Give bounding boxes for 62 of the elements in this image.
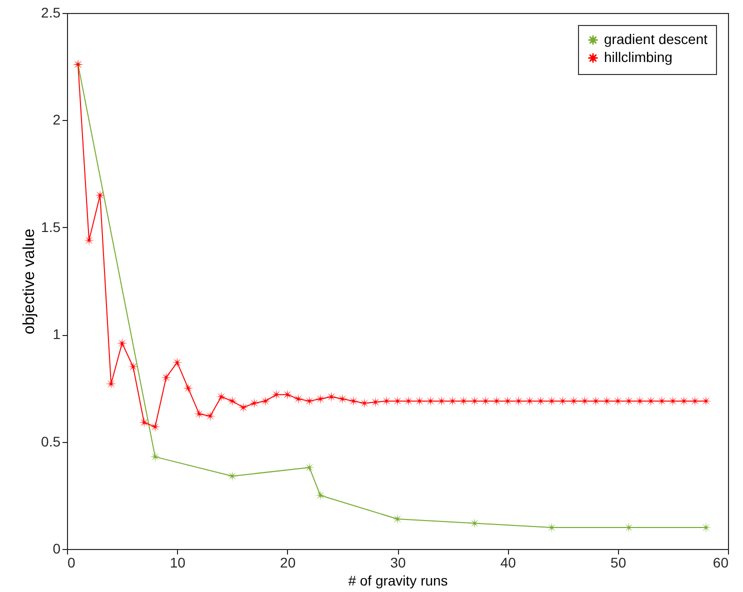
point <box>315 490 326 501</box>
point <box>546 522 557 533</box>
point <box>138 417 150 428</box>
x-tick-label: 10 <box>170 554 186 570</box>
point <box>182 382 194 394</box>
x-tick-label: 50 <box>610 554 626 570</box>
x-tick-label: 30 <box>390 554 406 570</box>
point <box>172 357 182 368</box>
point <box>128 362 138 372</box>
y-tick-label: 0 <box>52 540 61 556</box>
y-tick-label: 1 <box>52 326 61 342</box>
point <box>700 522 712 533</box>
x-tick-label: 20 <box>280 554 296 570</box>
legend-label: hillclimbing <box>604 49 672 65</box>
x-tick-label: 40 <box>500 554 516 570</box>
point <box>447 396 458 406</box>
point <box>315 394 326 404</box>
point <box>436 396 447 406</box>
legend-label: gradient descent <box>604 31 708 47</box>
point <box>216 392 226 402</box>
point <box>94 190 106 200</box>
point <box>160 372 172 383</box>
point <box>558 396 568 406</box>
point <box>381 396 392 406</box>
y-tick-label: 2 <box>52 112 61 128</box>
point <box>260 396 271 406</box>
point <box>84 235 94 246</box>
point <box>249 398 260 408</box>
point <box>106 378 116 390</box>
point <box>700 396 712 406</box>
point <box>337 394 348 404</box>
point <box>150 452 160 462</box>
point <box>304 462 315 473</box>
y-tick-label: 0.5 <box>41 433 61 450</box>
point <box>690 396 700 406</box>
point <box>227 470 238 482</box>
point <box>392 514 403 524</box>
y-tick-label: 1.5 <box>41 218 61 235</box>
point <box>403 396 414 406</box>
point <box>326 392 337 402</box>
x-axis-title: # of gravity runs <box>348 572 448 588</box>
point <box>668 396 678 406</box>
point <box>238 402 249 413</box>
point <box>204 410 216 422</box>
y-axis-title: objective value <box>21 228 38 334</box>
point <box>227 396 238 406</box>
point <box>150 422 160 432</box>
point <box>425 396 436 406</box>
point <box>282 389 293 400</box>
point <box>194 408 204 420</box>
point <box>414 396 425 406</box>
point <box>370 396 381 408</box>
point <box>392 396 403 406</box>
point <box>304 396 315 406</box>
point <box>116 338 128 348</box>
point <box>293 394 304 404</box>
point <box>348 396 359 406</box>
point <box>678 396 690 406</box>
point <box>359 398 370 408</box>
y-tick-label: 2.5 <box>41 4 61 20</box>
x-tick-label: 60 <box>712 554 729 570</box>
x-tick-label: 0 <box>68 554 76 570</box>
